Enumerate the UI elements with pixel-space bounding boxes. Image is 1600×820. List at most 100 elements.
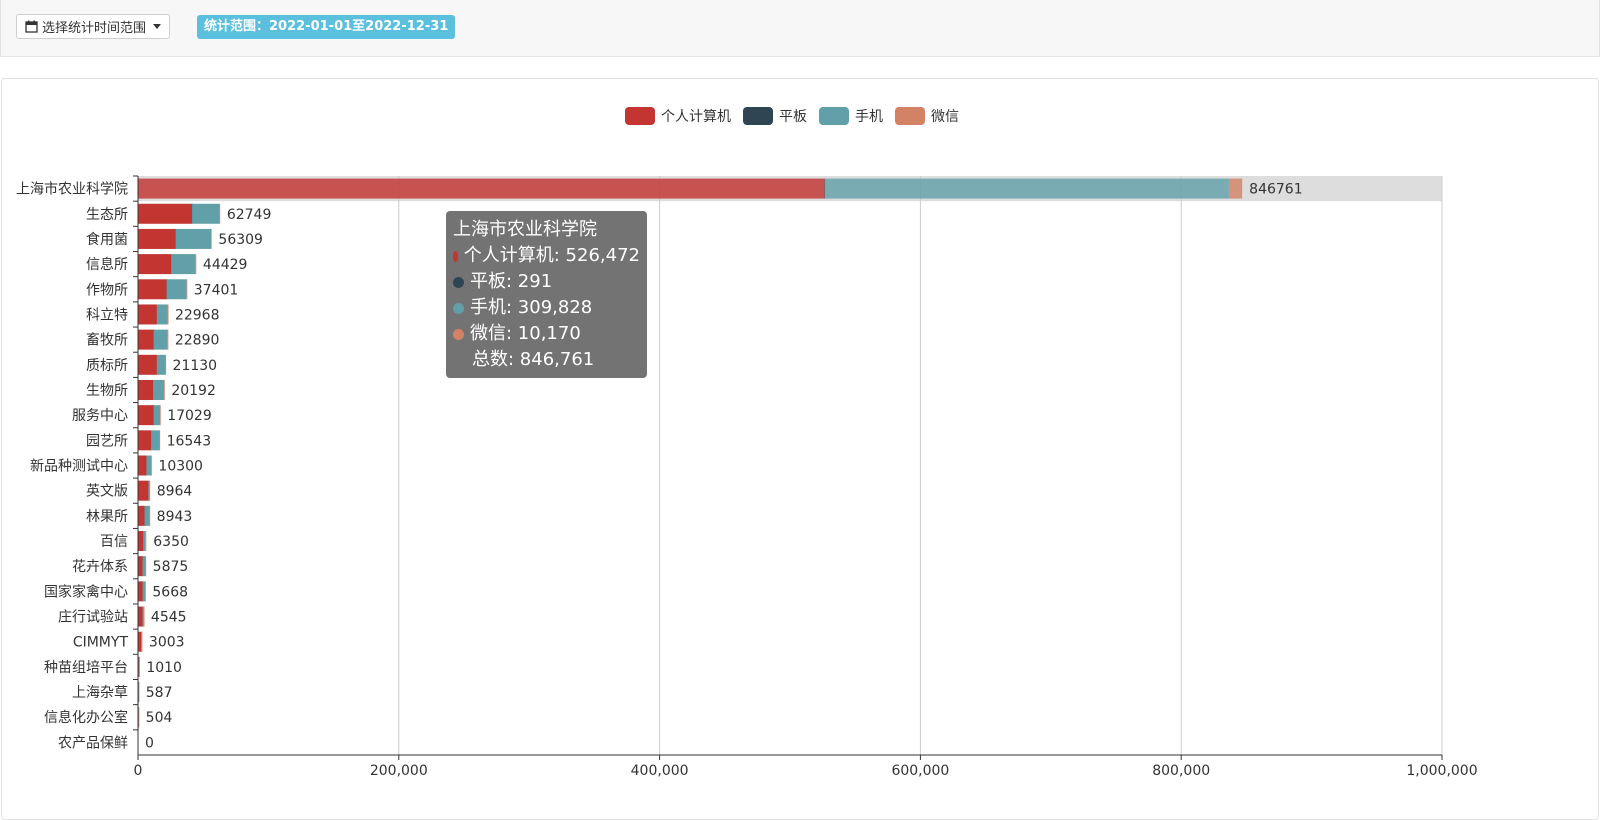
bar-segment [824,178,826,199]
bar-segment [148,480,150,501]
y-axis-tick-label: 花卉体系 [72,559,128,575]
legend-item[interactable]: 个人计算机 [625,106,731,126]
bar-segment [142,581,146,602]
bar-total-label: 846761 [1249,182,1302,198]
date-range-dropdown[interactable]: 选择统计时间范围 [16,14,171,39]
bar-total-label: 21130 [173,358,218,374]
bar-segment [139,656,140,677]
bar-total-label: 62749 [227,207,272,223]
bar-total-label: 37401 [194,282,239,298]
bar-segment [175,228,212,249]
bar-segment [138,279,167,300]
y-axis-tick-label: 科立特 [86,307,128,323]
legend-swatch [819,107,849,125]
bar-segment [151,455,152,476]
y-axis-tick-label: 生物所 [86,383,128,399]
bar-segment [145,531,147,552]
bar-segment [211,228,212,249]
bar-segment [143,606,145,627]
bar-segment [141,631,143,652]
bar-segment [153,329,168,350]
x-axis-tick-label: 800,000 [1152,763,1210,779]
legend-swatch [625,107,655,125]
bar-segment [165,354,167,375]
chart-legend: 个人计算机 平板 手机 微信 [625,107,971,125]
bar-total-label: 3003 [149,635,185,651]
bar-segment [171,254,196,275]
y-axis-tick-label: 英文版 [86,483,128,500]
bar-segment [138,480,149,501]
toolbar: 选择统计时间范围 统计范围：2022-01-01至2022-12-31 [0,0,1600,57]
y-axis-tick-label: 农产品保鲜 [58,735,128,751]
x-axis-tick-label: 1,000,000 [1406,763,1477,779]
tooltip-total: 总数: 846,761 [472,349,595,370]
tooltip-row-text: 个人计算机: 526,472 [463,245,640,266]
bar-segment [138,354,157,375]
bar-segment [141,631,142,652]
bar-total-label: 16543 [167,433,212,449]
bar-segment [138,304,157,325]
bar-segment [156,354,166,375]
bar-segment [143,531,146,552]
y-axis-tick-label: 种苗组培平台 [44,660,128,676]
bar-segment [160,405,161,426]
bar-segment [149,505,151,526]
bar-segment [138,656,140,677]
bar-total-label: 8964 [157,484,193,500]
bar-segment [149,480,151,501]
bar-segment [144,505,150,526]
bar-segment [138,556,143,577]
bar-segment [138,707,140,728]
bar-segment [138,631,141,652]
legend-item[interactable]: 平板 [743,106,807,126]
y-axis-tick-label: 信息化办公室 [44,709,128,726]
legend-label: 个人计算机 [661,109,731,125]
bar-segment [138,531,144,552]
x-axis-tick-label: 200,000 [370,763,428,779]
bar-segment [166,279,187,300]
bar-total-label: 5875 [153,559,189,575]
bar-segment [164,379,165,400]
chart-tooltip: 上海市农业科学院 个人计算机: 526,472 平板: 291 手机: 309,82… [446,211,647,378]
x-axis-tick-label: 600,000 [891,763,949,779]
bar-segment [151,430,160,451]
bar-segment [142,556,146,577]
x-axis-tick-label: 400,000 [631,763,689,779]
bar-total-label: 20192 [171,383,216,399]
bar-segment [142,606,144,627]
bar-total-label: 504 [146,710,173,726]
y-axis-tick-label: 服务中心 [72,408,128,424]
bar-total-label: 17029 [167,408,212,424]
bar-total-label: 56309 [218,232,263,248]
tooltip-row: 微信: 10,170 [453,321,640,347]
y-axis-tick-label: 新品种测试中心 [30,459,128,475]
bar-segment [156,304,168,325]
y-axis-tick-label: 上海杂草 [72,685,128,701]
bar-segment [186,279,188,300]
bar-segment [219,203,221,224]
bar-total-label: 6350 [153,534,189,550]
y-axis-tick-label: 林果所 [86,509,128,525]
bar-segment [138,430,152,451]
legend-item[interactable]: 微信 [895,106,959,126]
bar-total-label: 8943 [157,509,193,525]
bar-total-label: 1010 [146,660,182,676]
bar-segment [192,203,220,224]
tooltip-dot-icon [453,302,464,314]
bar-total-label: 22890 [175,333,220,349]
bar-segment [195,254,197,275]
bar-segment [146,455,152,476]
legend-swatch [743,107,773,125]
y-axis-tick-label: 上海市农业科学院 [16,181,128,198]
bar-segment [138,581,143,602]
y-axis-tick-label: 庄行试验站 [58,609,128,626]
legend-label: 手机 [855,109,883,125]
tooltip-dot-icon [453,328,464,340]
bar-segment [138,254,172,275]
bar-total-label: 10300 [158,459,203,475]
y-axis-tick-label: 园艺所 [86,433,128,449]
legend-item[interactable]: 手机 [819,106,883,126]
tooltip-row: 手机: 309,828 [453,295,640,321]
bar-segment [138,682,140,703]
caret-down-icon [153,24,162,29]
